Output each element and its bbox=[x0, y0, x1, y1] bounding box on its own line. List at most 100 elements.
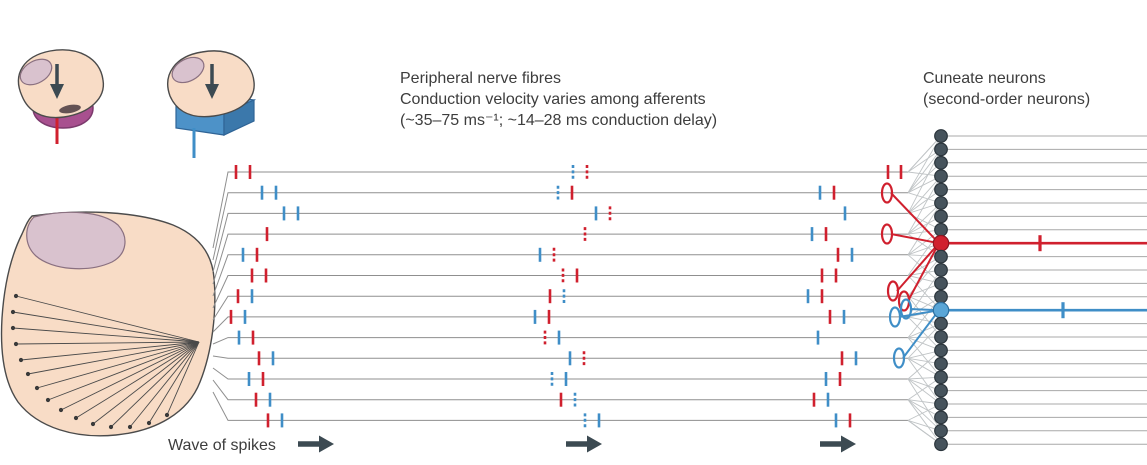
nerve-branches bbox=[10, 293, 200, 430]
stimulus-a-group bbox=[17, 49, 105, 144]
fibre-line bbox=[212, 367, 908, 380]
cuneate-neuron-blue bbox=[932, 301, 950, 319]
synapse-ellipse-red bbox=[886, 280, 900, 302]
fan-line bbox=[907, 229, 942, 256]
fan-line bbox=[907, 399, 942, 445]
receptor-dot bbox=[10, 325, 16, 331]
receptor-dot bbox=[164, 412, 170, 418]
nerve-fibre-lines bbox=[212, 171, 908, 421]
receptor-dot bbox=[13, 293, 19, 299]
fibre-line bbox=[212, 391, 908, 421]
fan-line bbox=[907, 316, 942, 351]
nerve-branch bbox=[36, 341, 200, 389]
synapse-link-red bbox=[890, 192, 940, 244]
cuneate-neuron bbox=[934, 356, 948, 371]
cuneate-neuron bbox=[934, 276, 948, 291]
cuneate-neuron bbox=[934, 437, 948, 452]
receptor-dot bbox=[10, 309, 16, 315]
fibre-line bbox=[212, 254, 908, 297]
nerve-branch bbox=[27, 341, 200, 375]
fibre-line bbox=[212, 355, 908, 359]
receptor-dot bbox=[13, 341, 19, 347]
fingertip-skin bbox=[0, 211, 216, 437]
nerve-branch bbox=[60, 341, 200, 411]
receptor-dot bbox=[127, 424, 133, 430]
nerve-branch bbox=[12, 311, 200, 343]
wave-arrow bbox=[298, 435, 334, 453]
wave-direction-arrows bbox=[298, 435, 856, 453]
fan-line bbox=[907, 162, 942, 194]
press-arrow-a bbox=[50, 64, 64, 99]
fingertip-illustration bbox=[0, 211, 216, 437]
synapse-link-red bbox=[890, 233, 940, 245]
cuneate-neuron bbox=[934, 129, 948, 143]
nerve-branch bbox=[75, 341, 200, 419]
receptor-dot bbox=[90, 421, 96, 427]
nerve-branch bbox=[92, 341, 200, 425]
synapse-ellipse-red bbox=[880, 223, 894, 245]
fingertip-nail bbox=[26, 211, 126, 270]
cuneate-neuron bbox=[934, 316, 948, 331]
cuneate-neuron bbox=[934, 249, 948, 264]
fibre-line bbox=[212, 192, 908, 261]
cuneate-neuron bbox=[934, 397, 948, 411]
fan-line bbox=[907, 175, 942, 214]
finger-a-contact-mark bbox=[59, 104, 81, 114]
fan-line bbox=[907, 378, 942, 432]
cuneate-label-line2: (second-order neurons) bbox=[923, 91, 1091, 108]
wave-arrow bbox=[566, 435, 602, 453]
cuneate-neuron bbox=[934, 410, 948, 425]
fibre-line bbox=[212, 275, 908, 309]
synapse-ellipse-red bbox=[880, 182, 894, 204]
wave-of-spikes-label: Wave of spikes bbox=[168, 435, 276, 456]
finger-b-nail bbox=[171, 56, 205, 84]
fan-line bbox=[907, 135, 942, 173]
cuneate-neuron bbox=[934, 383, 948, 398]
fan-line bbox=[907, 378, 942, 405]
output-axons bbox=[941, 135, 1147, 445]
synapse-link-red bbox=[896, 242, 940, 292]
cuneate-neuron bbox=[934, 182, 948, 197]
cuneate-neuron bbox=[934, 289, 948, 304]
nerve-branch bbox=[129, 341, 200, 428]
cuneate-neuron bbox=[934, 423, 948, 438]
receptor-dot bbox=[34, 385, 40, 391]
fibre-line bbox=[212, 233, 908, 285]
cuneate-neuron bbox=[934, 196, 948, 210]
nerve-branch bbox=[20, 341, 200, 361]
fan-line bbox=[907, 202, 942, 235]
cuneate-neuron bbox=[934, 155, 948, 170]
cuneate-neuron bbox=[934, 142, 948, 157]
peripheral-nerve-label: Peripheral nerve fibres Conduction veloc… bbox=[400, 68, 717, 131]
synapse-link-blue bbox=[898, 309, 940, 318]
fibre-line bbox=[212, 316, 908, 333]
nerve-branch bbox=[166, 341, 200, 416]
wave-label-text: Wave of spikes bbox=[168, 437, 276, 454]
nerve-branch bbox=[148, 341, 200, 424]
press-arrow-a-head bbox=[50, 84, 64, 99]
cuneate-neuron bbox=[934, 169, 948, 184]
fan-line bbox=[907, 296, 942, 338]
fan-line bbox=[907, 350, 942, 380]
cuneate-neuron bbox=[934, 209, 948, 224]
receptor-dot bbox=[58, 407, 64, 413]
synapse-link-red bbox=[907, 242, 940, 302]
cuneate-neuron bbox=[934, 343, 948, 358]
wave-arrow bbox=[820, 435, 856, 453]
peripheral-label-line1: Peripheral nerve fibres bbox=[400, 70, 561, 87]
press-arrow-b bbox=[205, 64, 219, 99]
nerve-branch bbox=[110, 341, 200, 428]
synapse-ellipse-blue bbox=[888, 306, 902, 328]
press-arrow-b-head bbox=[205, 84, 219, 99]
peripheral-label-line2: Conduction velocity varies among afferen… bbox=[400, 91, 706, 108]
nerve-branch bbox=[15, 341, 200, 345]
cuneate-neuron bbox=[934, 330, 948, 344]
fan-line bbox=[907, 149, 942, 193]
fibre-line bbox=[212, 337, 908, 345]
fibre-line bbox=[212, 212, 908, 273]
receptor-dot bbox=[108, 424, 114, 430]
synapse-ellipse-blue bbox=[892, 347, 906, 369]
fibre-line bbox=[212, 379, 908, 401]
receptor-dot bbox=[45, 397, 51, 403]
